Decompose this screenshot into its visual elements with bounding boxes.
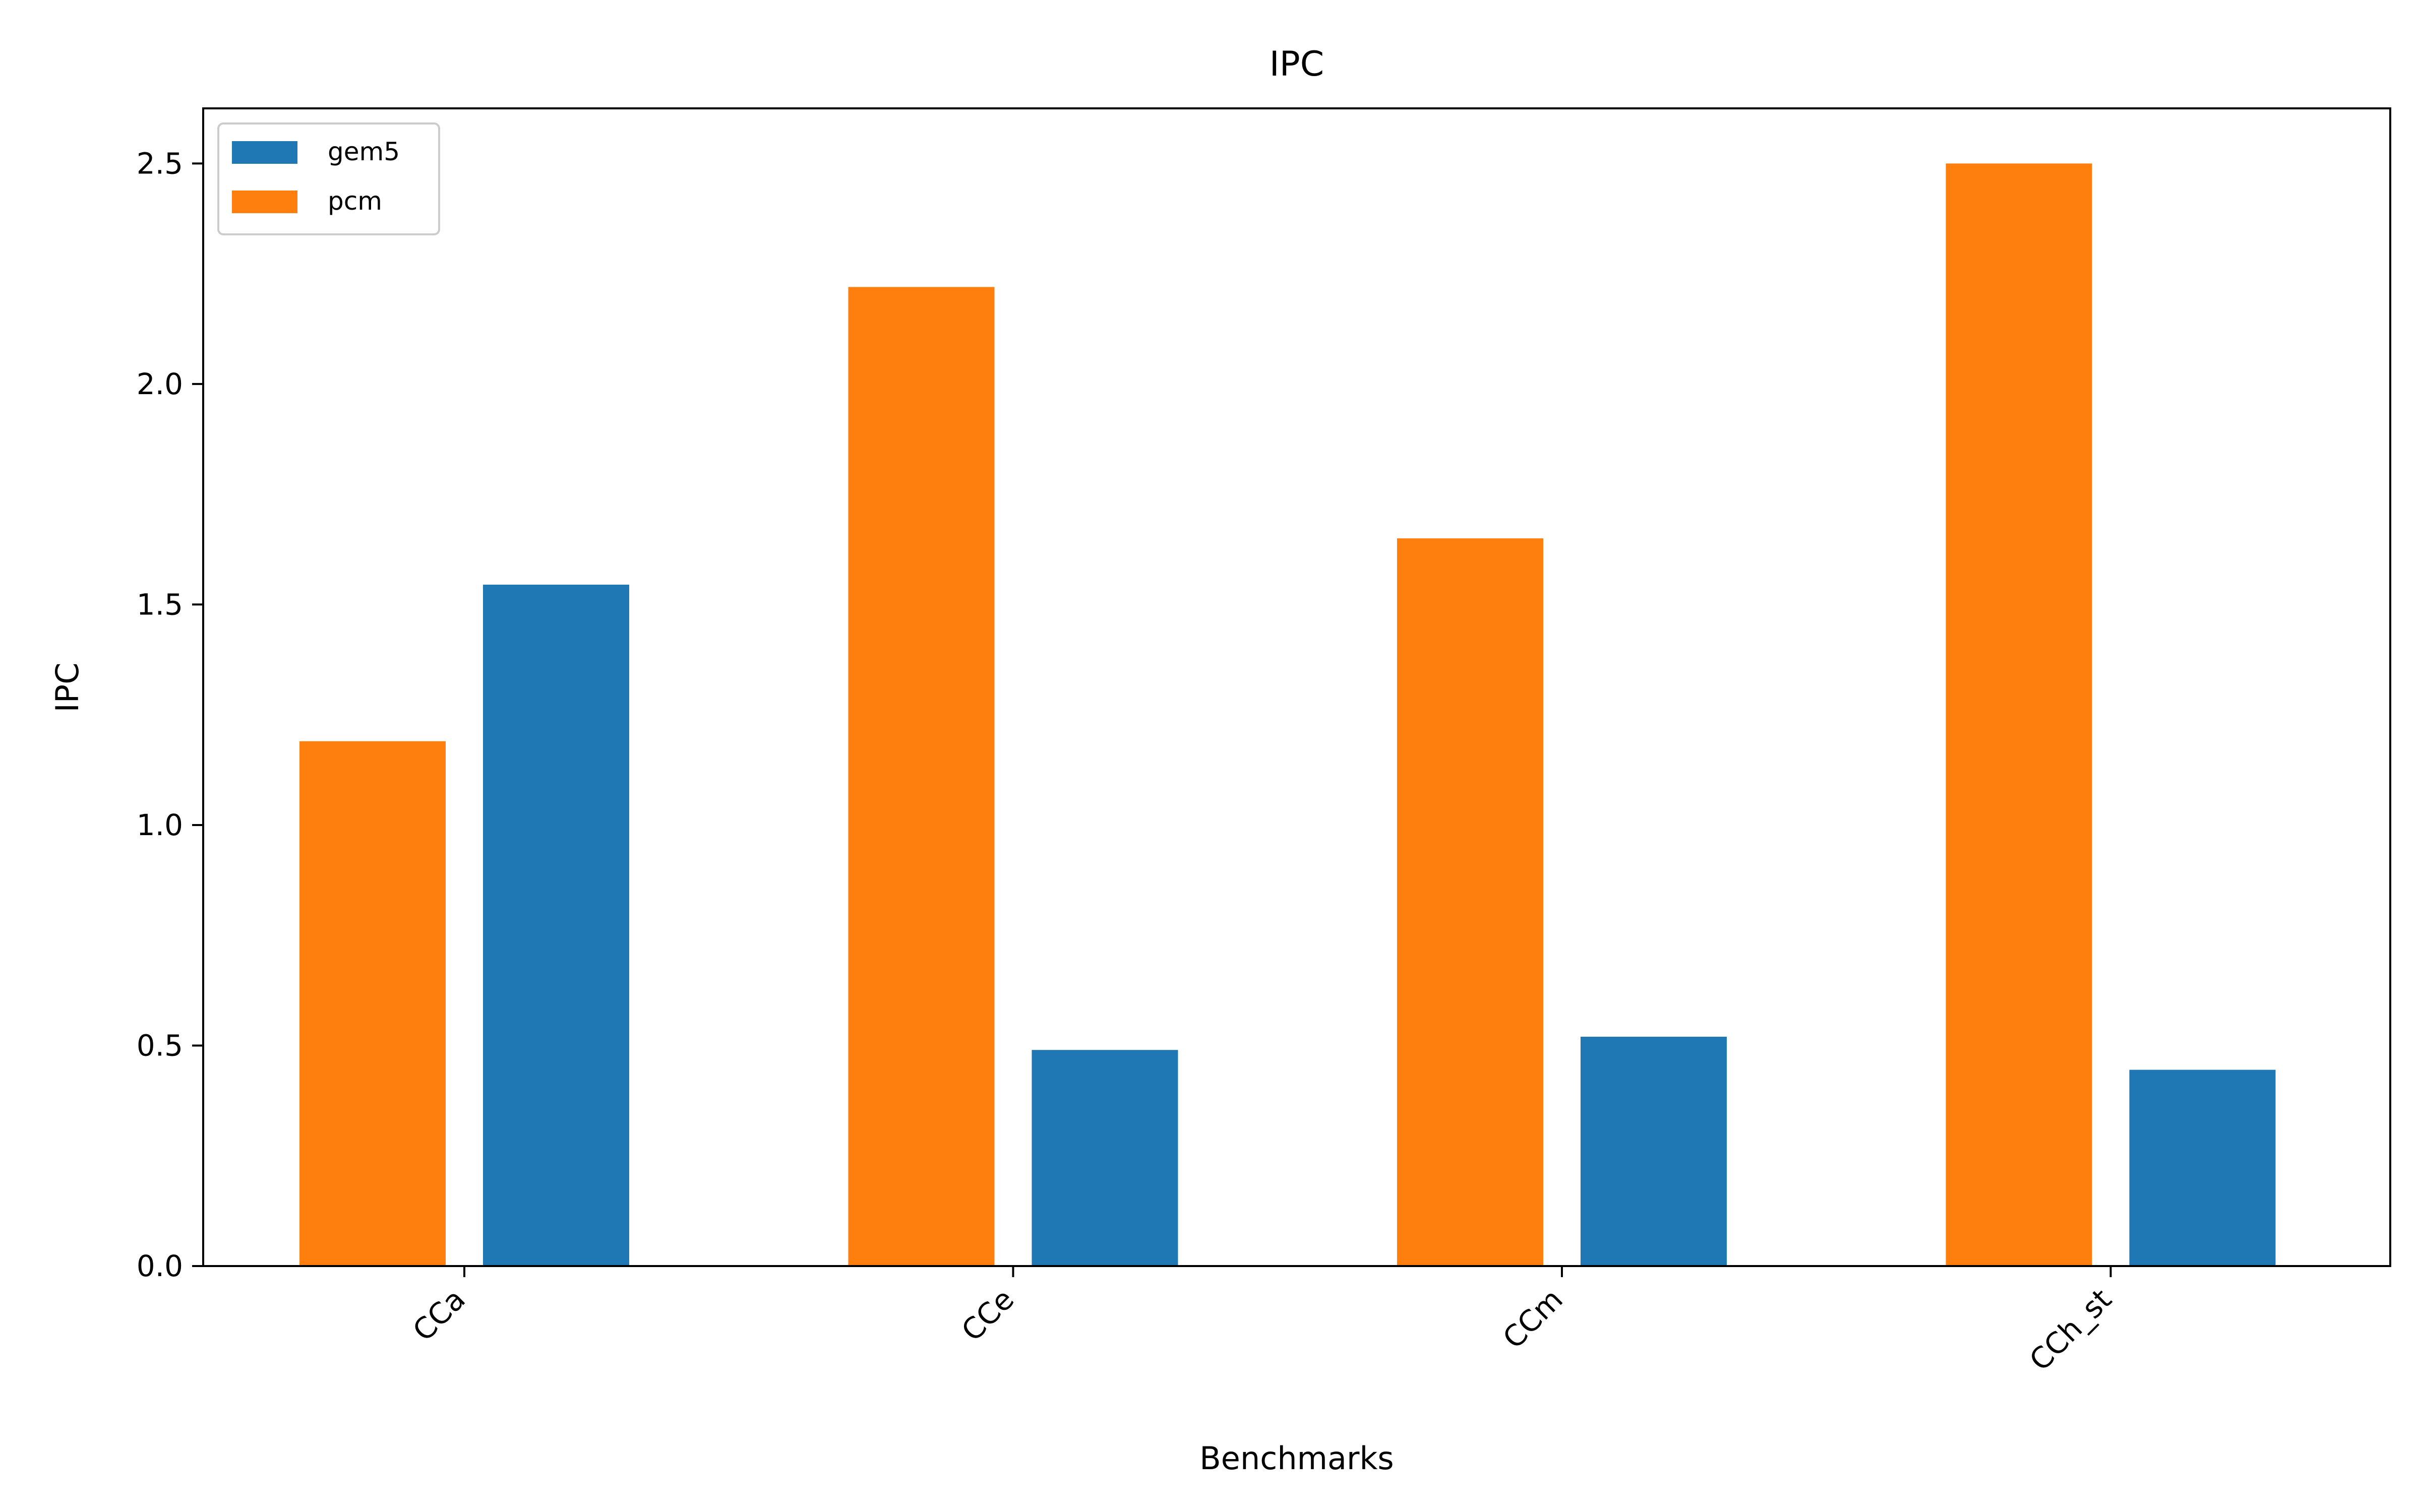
- bar-pcm-cce: [848, 287, 995, 1266]
- bar-gem5-cce: [1032, 1050, 1178, 1266]
- legend-label-pcm: pcm: [328, 186, 382, 216]
- y-axis-label: IPC: [49, 663, 86, 713]
- x-axis-label: Benchmarks: [1199, 1440, 1394, 1477]
- y-tick-label: 2.0: [137, 367, 183, 401]
- y-tick-label: 2.5: [137, 146, 183, 180]
- y-tick-label: 1.0: [137, 808, 183, 842]
- legend-swatch-pcm: [232, 191, 297, 213]
- bar-pcm-cch-st: [1946, 163, 2092, 1267]
- bar-gem5-cch-st: [2129, 1069, 2276, 1266]
- bar-pcm-ccm: [1397, 538, 1543, 1266]
- bar-gem5-ccm: [1581, 1036, 1727, 1266]
- y-tick-label: 0.5: [137, 1028, 183, 1062]
- legend-label-gem5: gem5: [328, 137, 400, 166]
- bars-group: [299, 163, 2276, 1267]
- bar-pcm-cca: [299, 741, 446, 1266]
- legend-swatch-gem5: [232, 141, 297, 164]
- y-tick-label: 0.0: [137, 1249, 183, 1283]
- bar-gem5-cca: [483, 585, 629, 1266]
- plot-area-frame: [202, 107, 2391, 1267]
- chart-title: IPC: [1269, 44, 1324, 84]
- y-ticks-group: 0.0 0.5 1.0 1.5 2.0 2.5: [137, 146, 203, 1283]
- y-tick-label: 1.5: [137, 587, 183, 621]
- legend: gem5 pcm: [217, 122, 440, 235]
